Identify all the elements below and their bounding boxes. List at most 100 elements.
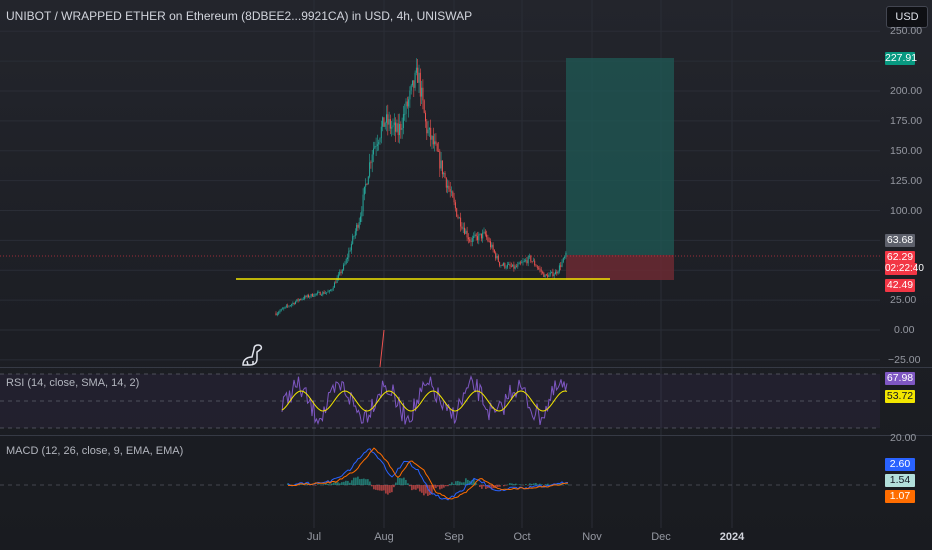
rsi-pane-separator[interactable]: [0, 367, 932, 368]
candle-body: [478, 234, 480, 241]
candle-body: [464, 227, 465, 234]
macd-histogram-bar: [361, 478, 363, 485]
macd-histogram-bar: [335, 481, 337, 485]
candle-body: [484, 231, 486, 235]
chart-title: UNIBOT / WRAPPED ETHER on Ethereum (8DBE…: [6, 9, 473, 23]
macd-histogram-bar: [483, 485, 485, 487]
candle-body: [499, 261, 501, 266]
candle-body: [421, 87, 423, 97]
macd-histogram-bar: [347, 480, 349, 485]
candle-body: [337, 274, 339, 278]
candle-body: [317, 292, 319, 294]
macd-histogram-bar: [301, 484, 303, 485]
candle-body: [522, 261, 524, 263]
candle-body: [486, 234, 488, 238]
candle-body: [473, 236, 475, 239]
candle-body: [557, 271, 559, 274]
macd-histogram-bar: [475, 482, 477, 485]
candle-body: [422, 87, 424, 101]
candle-body: [543, 272, 545, 278]
macd-histogram-bar: [455, 481, 457, 485]
macd-signal-line: [287, 447, 569, 500]
macd-histogram-bar: [509, 483, 511, 485]
macd-histogram-bar: [499, 485, 501, 487]
candle-body: [500, 265, 502, 267]
candle-body: [423, 100, 425, 113]
macd-pane-separator[interactable]: [0, 435, 932, 436]
candle-body: [467, 237, 469, 240]
candle-body: [288, 305, 290, 307]
candle-body: [488, 241, 490, 242]
macd-histogram-bar: [515, 483, 517, 485]
candle-body: [402, 114, 404, 129]
histogram-value-badge: 1.54: [885, 474, 915, 487]
macd-histogram-bar: [359, 479, 361, 485]
candle-body: [470, 241, 472, 243]
candle-body: [418, 72, 420, 83]
candle-body: [306, 295, 308, 297]
candle-body: [460, 217, 462, 227]
candle-body: [560, 265, 562, 267]
candle-body: [525, 260, 527, 262]
candle-body: [310, 294, 312, 297]
macd-histogram-bar: [373, 485, 375, 490]
candle-body: [531, 261, 533, 262]
price-tick: 100.00: [890, 205, 923, 217]
candle-body: [526, 260, 528, 264]
macd-histogram-bar: [425, 485, 427, 494]
candle-body: [545, 274, 547, 276]
candle-body: [504, 263, 506, 268]
macd-value-badge: 2.60: [885, 458, 915, 471]
candle-body: [521, 262, 523, 264]
macd-histogram-bar: [529, 483, 531, 485]
macd-histogram-bar: [453, 483, 455, 485]
candle-body: [370, 162, 372, 164]
candle-body: [382, 117, 384, 127]
candle-body: [419, 72, 421, 97]
candle-body: [535, 265, 537, 267]
macd-histogram-bar: [415, 485, 417, 490]
currency-button[interactable]: USD: [886, 6, 928, 28]
candle-body: [293, 302, 295, 304]
macd-histogram-bar: [367, 479, 369, 485]
rsi-label[interactable]: RSI (14, close, SMA, 14, 2): [6, 377, 140, 389]
macd-histogram-bar: [287, 483, 289, 485]
candle-body: [491, 244, 493, 248]
macd-histogram-bar: [531, 483, 533, 485]
macd-histogram-bar: [433, 485, 435, 490]
candle-body: [280, 309, 282, 311]
candle-body: [441, 160, 443, 175]
macd-histogram-bar: [471, 480, 473, 485]
candle-body: [327, 291, 329, 293]
macd-histogram-bar: [543, 485, 545, 486]
candle-body: [466, 230, 468, 238]
candle-body: [405, 101, 407, 114]
macd-histogram-bar: [411, 485, 413, 491]
macd-histogram-bar: [325, 483, 327, 485]
candle-body: [465, 230, 467, 234]
candle-body: [426, 121, 428, 134]
candle-body: [532, 260, 534, 262]
macd-histogram-bar: [401, 478, 403, 485]
candle-body: [314, 293, 316, 297]
macd-histogram-bar: [357, 476, 359, 485]
macd-histogram-bar: [435, 485, 437, 489]
macd-histogram-bar: [473, 478, 475, 485]
candle-body: [319, 292, 321, 296]
candle-body: [516, 266, 517, 268]
candle-body: [388, 119, 390, 125]
macd-histogram-bar: [341, 482, 343, 485]
candle-body: [335, 282, 337, 284]
candle-body: [305, 296, 307, 297]
macd-histogram-bar: [363, 478, 365, 485]
candle-body: [540, 269, 542, 272]
macd-label[interactable]: MACD (12, 26, close, 9, EMA, EMA): [6, 445, 184, 457]
macd-histogram-bar: [451, 482, 453, 485]
candle-body: [436, 143, 438, 151]
macd-histogram-bar: [449, 484, 451, 485]
candle-body: [322, 292, 324, 295]
macd-histogram-bar: [409, 485, 411, 487]
macd-histogram-bar: [485, 485, 487, 489]
